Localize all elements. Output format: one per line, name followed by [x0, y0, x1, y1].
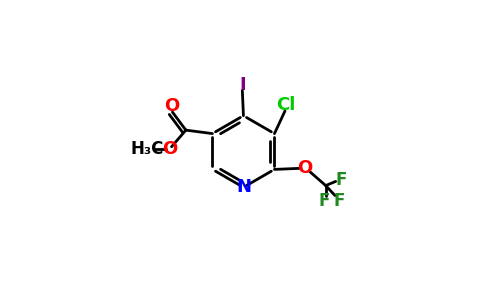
Text: O: O [163, 140, 178, 158]
Text: O: O [297, 159, 313, 177]
Text: F: F [335, 172, 347, 190]
Text: F: F [319, 192, 330, 210]
Text: F: F [333, 192, 345, 210]
Text: Cl: Cl [276, 96, 296, 114]
Text: O: O [164, 97, 179, 115]
Text: I: I [239, 76, 246, 94]
Text: H₃C: H₃C [130, 140, 164, 158]
Text: N: N [236, 178, 251, 196]
